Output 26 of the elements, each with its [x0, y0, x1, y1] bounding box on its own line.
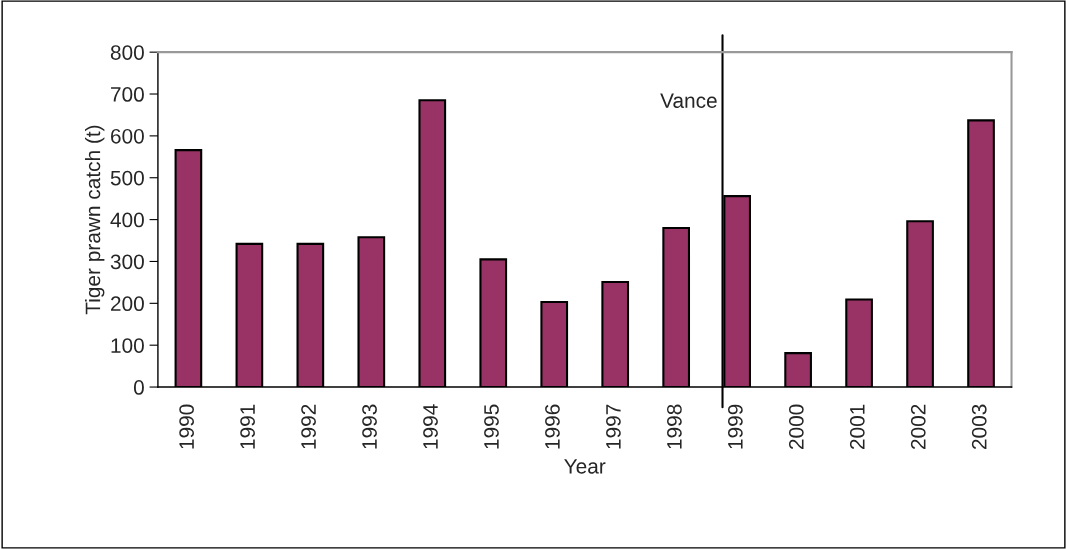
y-tick-label: 0 [133, 380, 144, 395]
x-tick-label: 2001 [849, 404, 865, 449]
x-tick-label: 1993 [362, 404, 377, 449]
x-tick-label: 1998 [667, 404, 682, 449]
y-tick-label: 800 [110, 45, 144, 60]
x-tick-label: 1995 [484, 404, 499, 449]
x-tick-label: 1990 [179, 404, 194, 449]
x-tick-label: 2000 [788, 404, 804, 449]
y-tick-label: 300 [110, 254, 144, 270]
x-tick-label: 1996 [545, 404, 560, 449]
x-tick-label: 1997 [606, 404, 621, 449]
y-tick-label: 700 [111, 87, 144, 102]
ref-line-label: Vance [660, 93, 717, 108]
x-tick-label: 2003 [971, 404, 987, 449]
x-tick-label: 1994 [423, 404, 438, 449]
x-tick-label: 1992 [301, 404, 316, 449]
y-tick-label: 400 [110, 212, 144, 228]
x-tick-label: 2002 [910, 404, 926, 449]
x-tick-label: 1991 [240, 404, 255, 449]
y-tick-label: 600 [111, 128, 144, 144]
y-tick-label: 500 [110, 170, 144, 186]
y-tick-label: 100 [111, 338, 144, 353]
x-axis-title: Year [564, 459, 606, 474]
x-tick-label: 1999 [727, 404, 743, 449]
y-tick-label: 200 [111, 296, 144, 312]
y-axis-title: Tiger prawn catch (t) [84, 125, 105, 315]
